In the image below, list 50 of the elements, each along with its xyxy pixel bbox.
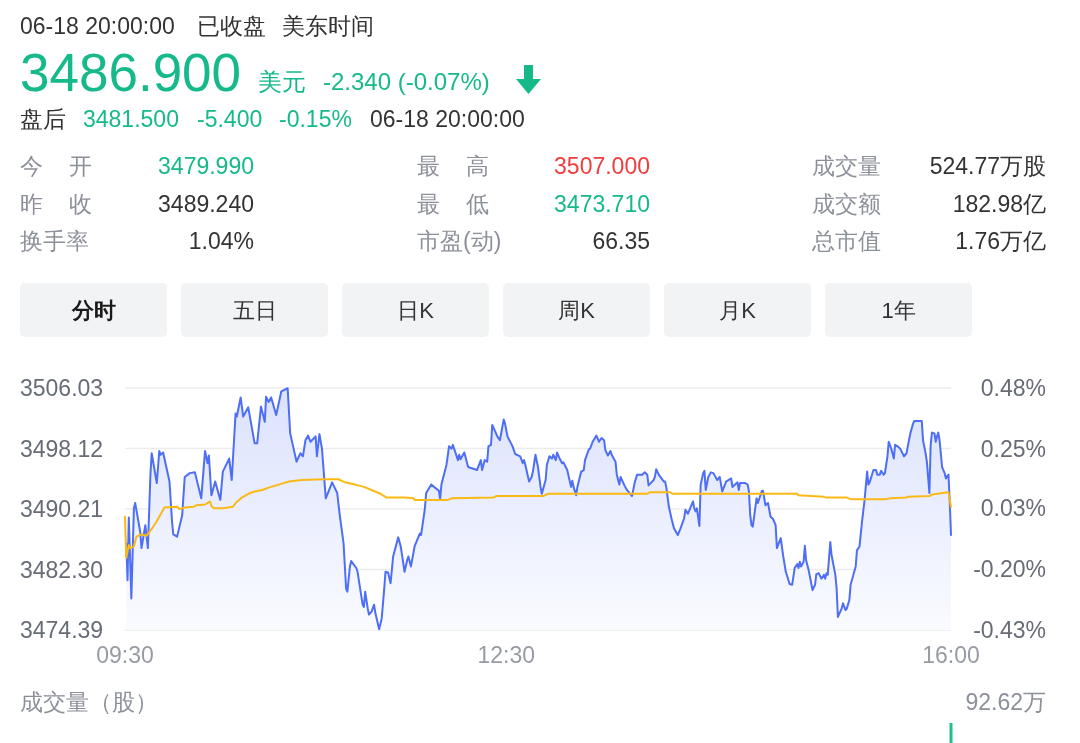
y-tick-label: 3506.03 [20, 375, 104, 401]
y2-tick-label: 0.03% [980, 494, 1046, 521]
text: 已收盘 [197, 13, 266, 39]
text: 92.62万 [965, 689, 1046, 715]
text: 3481.500 [83, 106, 179, 132]
text: 3489.240 [158, 191, 254, 217]
text: 美东时间 [282, 13, 374, 39]
y2-tick-label: -0.43% [973, 617, 1046, 643]
text: 美元 [258, 68, 306, 95]
text: 最低 [417, 191, 489, 217]
y2-tick-label: 0.48% [980, 375, 1046, 401]
text: 换手率 [20, 228, 89, 254]
text: 66.35 [592, 228, 650, 254]
tab: 日K [342, 283, 489, 337]
y-axis-title: 成交量（股） [20, 689, 158, 715]
tab: 分时 [20, 283, 167, 337]
y2-tick-label: 0.25% [980, 436, 1046, 463]
text: 1.04% [188, 228, 254, 254]
tab: 1年 [825, 283, 972, 337]
text: 盘后 [20, 106, 66, 132]
y-tick-label: 3498.12 [20, 435, 104, 462]
y2-tick-label: -0.20% [973, 555, 1046, 582]
text: 3486.900 [20, 43, 242, 102]
text: 总市值 [811, 228, 881, 254]
text: -2.340 (-0.07%) [323, 68, 490, 95]
text: 06-18 20:00:00 [20, 13, 175, 39]
text: -0.15% [279, 106, 352, 132]
y-tick-label: 3482.30 [20, 556, 104, 583]
text: -5.400 [197, 106, 263, 132]
tab: 周K [503, 283, 650, 337]
y-tick-label: 3490.21 [20, 496, 104, 522]
x-tick-label: 09:30 [96, 642, 154, 668]
text: 今开 [20, 153, 92, 179]
text: 3507.000 [554, 153, 650, 179]
y-tick-label: 3474.39 [20, 617, 104, 643]
text: 成交额 [812, 191, 881, 217]
text: 市盈(动) [417, 228, 502, 254]
x-tick-label: 16:00 [922, 642, 980, 668]
text: 3479.990 [158, 153, 254, 179]
tab: 五日 [181, 283, 328, 337]
text: 1.76万亿 [955, 228, 1046, 254]
x-tick-label: 12:30 [477, 642, 536, 668]
text: 524.77万股 [929, 153, 1046, 179]
text: 昨收 [20, 191, 92, 217]
text: 3473.710 [554, 191, 650, 217]
tab: 月K [664, 283, 811, 337]
text: 182.98亿 [952, 191, 1046, 217]
text: 成交量 [812, 153, 881, 179]
text: 最高 [417, 153, 489, 179]
text: 06-18 20:00:00 [370, 106, 525, 132]
